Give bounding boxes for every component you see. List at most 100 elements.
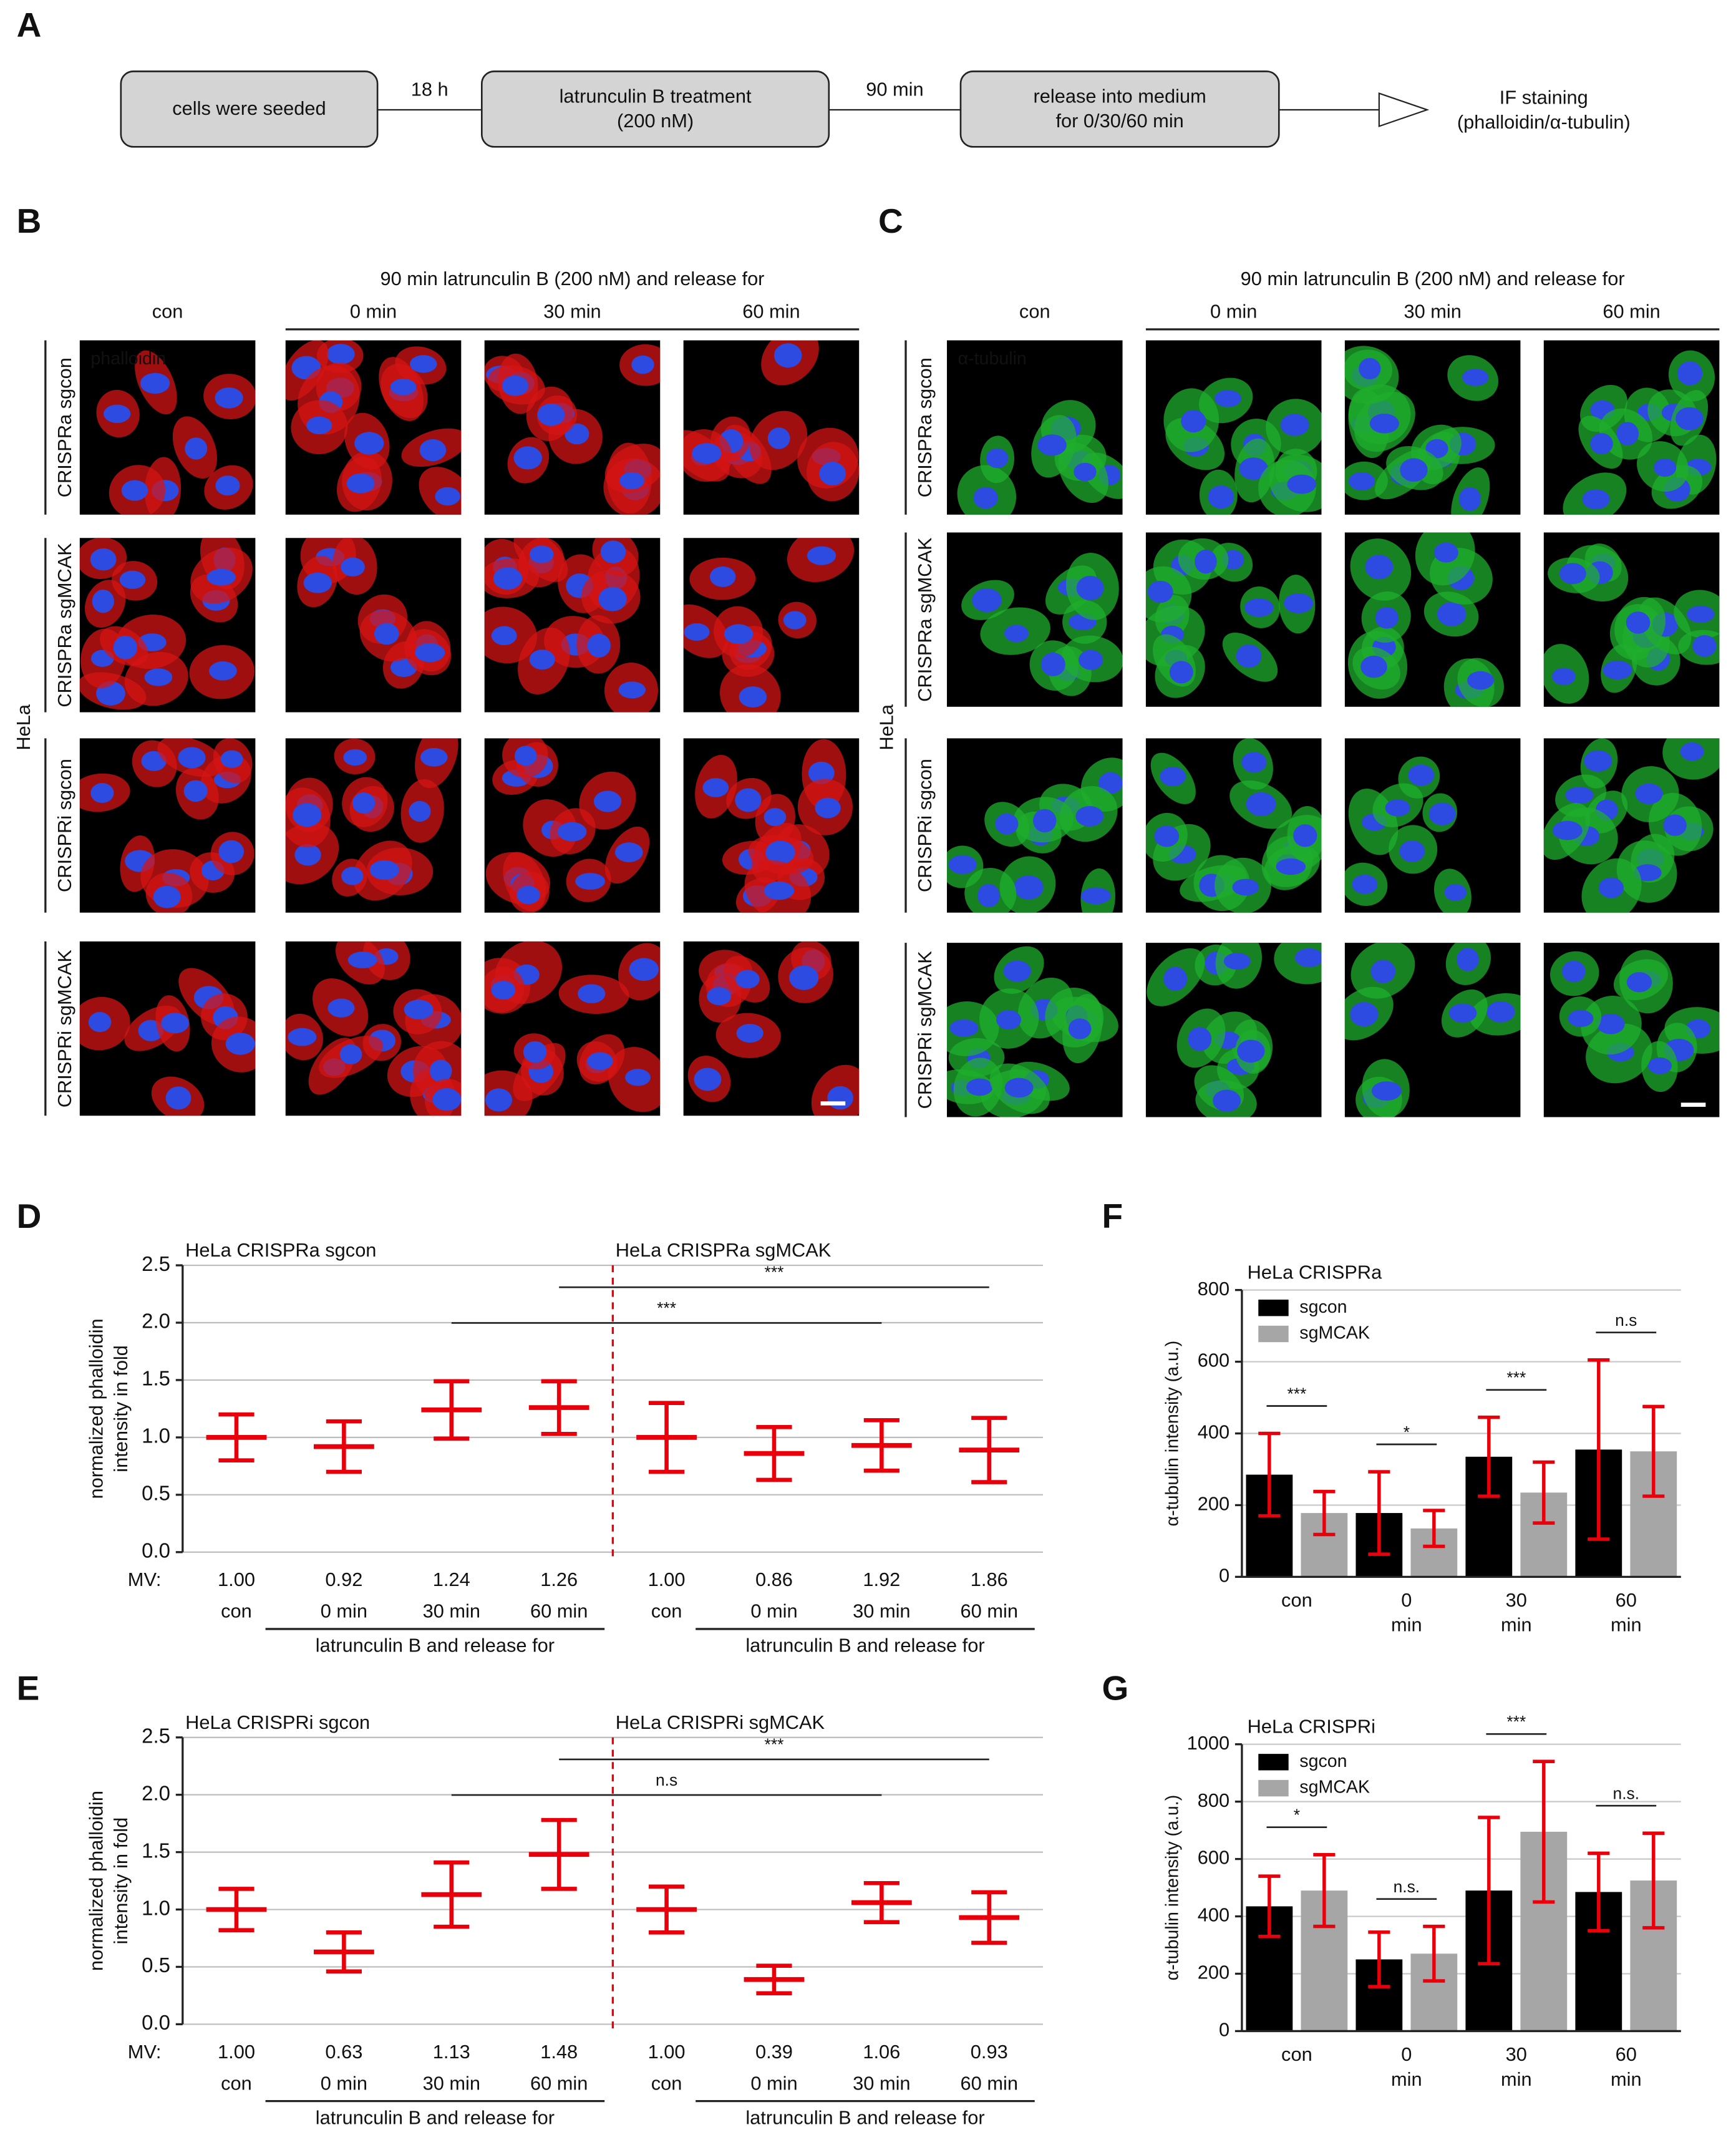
x-tick-label: 60 min (530, 1600, 588, 1622)
panel-letter: G (1102, 1668, 1129, 1707)
micrograph-cells (1344, 346, 1499, 515)
nucleus (144, 668, 173, 686)
micrograph-cells (1344, 756, 1472, 913)
legend-swatch (1258, 1754, 1289, 1771)
nucleus (575, 873, 605, 890)
nucleus (709, 566, 736, 587)
significance-label: * (1294, 1806, 1300, 1824)
row-label: CRISPRa sgMCAK (54, 543, 75, 708)
mean-value-label: 1.00 (218, 1569, 255, 1590)
row-label: CRISPRi sgcon (914, 759, 936, 892)
y-tick-label: 600 (1198, 1350, 1229, 1371)
row-label: CRISPRa sgcon (914, 358, 936, 497)
y-tick-label: 0.5 (142, 1953, 170, 1977)
nucleus (1371, 1081, 1402, 1101)
x-tick-label: min (1501, 1614, 1532, 1636)
nucleus (420, 747, 448, 767)
micrograph-cells (1344, 943, 1521, 1117)
micrograph-cells (96, 350, 256, 515)
micrograph-cells (946, 757, 1123, 913)
group-label: HeLa CRISPRa sgMCAK (616, 1239, 832, 1261)
nucleus (783, 611, 807, 630)
nucleus (684, 623, 710, 641)
row-label: CRISPRa sgMCAK (914, 537, 936, 702)
nucleus (1370, 960, 1396, 983)
x-tick-label: 60 min (961, 2072, 1018, 2094)
nucleus (598, 586, 627, 611)
cell-line-label: HeLa (12, 704, 34, 750)
nucleus (1375, 606, 1399, 629)
panel-letter: B (17, 202, 42, 240)
nucleus (343, 749, 367, 766)
nucleus (1596, 1013, 1625, 1034)
nucleus (390, 378, 417, 396)
nucleus (1369, 413, 1399, 434)
y-tick-label: 2.0 (142, 1310, 170, 1333)
nucleus (493, 567, 523, 590)
nucleus (1582, 489, 1610, 510)
nucleus (347, 951, 377, 969)
y-tick-label: 1000 (1187, 1732, 1229, 1754)
mean-value-label: 0.63 (325, 2041, 362, 2063)
nucleus (303, 572, 332, 593)
nucleus (404, 1000, 434, 1019)
micrograph-cells (79, 538, 255, 710)
y-tick-label: 2.5 (142, 1724, 170, 1747)
nucleus (1457, 948, 1479, 971)
nucleus (1160, 766, 1186, 787)
nucleus (339, 1044, 362, 1065)
micrograph-cells (1145, 738, 1322, 913)
nucleus (88, 1012, 112, 1033)
micrograph-cells (484, 538, 658, 713)
nucleus (288, 1028, 317, 1046)
nucleus (736, 1024, 764, 1043)
nucleus (631, 355, 654, 374)
significance-label: n.s (1615, 1311, 1637, 1330)
mv-title: MV: (128, 1569, 162, 1590)
micrograph-cells (79, 968, 256, 1116)
nucleus (977, 883, 1000, 908)
y-tick-label: 0 (1219, 1564, 1229, 1586)
workflow-step-text: (200 nM) (617, 110, 694, 132)
column-label: 0 min (350, 301, 397, 323)
nucleus (986, 448, 1009, 469)
legend-swatch (1258, 1325, 1289, 1343)
column-label: con (1019, 301, 1050, 323)
y-axis-label: α-tubulin intensity (a.u.) (1162, 1795, 1182, 1981)
interval-label: 18 h (411, 78, 449, 100)
nucleus (1653, 458, 1677, 477)
bracket-label: latrunculin B and release for (745, 2106, 984, 2128)
nucleus (1068, 1018, 1092, 1039)
nucleus (724, 624, 754, 644)
column-label: con (152, 301, 183, 323)
x-tick-label: 30 min (423, 1600, 480, 1622)
column-label: 30 min (543, 301, 601, 323)
nucleus (767, 427, 790, 449)
nucleus (735, 788, 762, 812)
significance-label: *** (765, 1735, 784, 1754)
bracket-label: latrunculin B and release for (316, 1635, 555, 1656)
x-tick-label: con (1281, 1589, 1312, 1611)
column-label: 60 min (1603, 301, 1660, 323)
nucleus (185, 437, 208, 460)
nucleus (153, 885, 181, 908)
significance-label: *** (1287, 1384, 1306, 1403)
workflow-step-text: release into medium (1034, 85, 1206, 107)
end-step-text: (phalloidin/α-tubulin) (1457, 111, 1631, 133)
row-label: CRISPRi sgMCAK (914, 951, 936, 1109)
nucleus (215, 475, 240, 496)
nucleus (1365, 555, 1394, 580)
y-axis-label: intensity in fold (110, 1345, 132, 1472)
nucleus (739, 686, 767, 708)
significance-label: n.s. (1613, 1784, 1640, 1803)
nucleus (1236, 644, 1262, 668)
nucleus (972, 588, 1002, 613)
nucleus (707, 987, 732, 1006)
significance-label: n.s. (1394, 1877, 1420, 1896)
micrograph-cells (1145, 538, 1316, 698)
y-tick-label: 200 (1198, 1962, 1229, 1983)
nucleus (1400, 458, 1428, 482)
nucleus (1663, 814, 1687, 836)
nucleus (435, 487, 460, 506)
nucleus (352, 792, 376, 814)
